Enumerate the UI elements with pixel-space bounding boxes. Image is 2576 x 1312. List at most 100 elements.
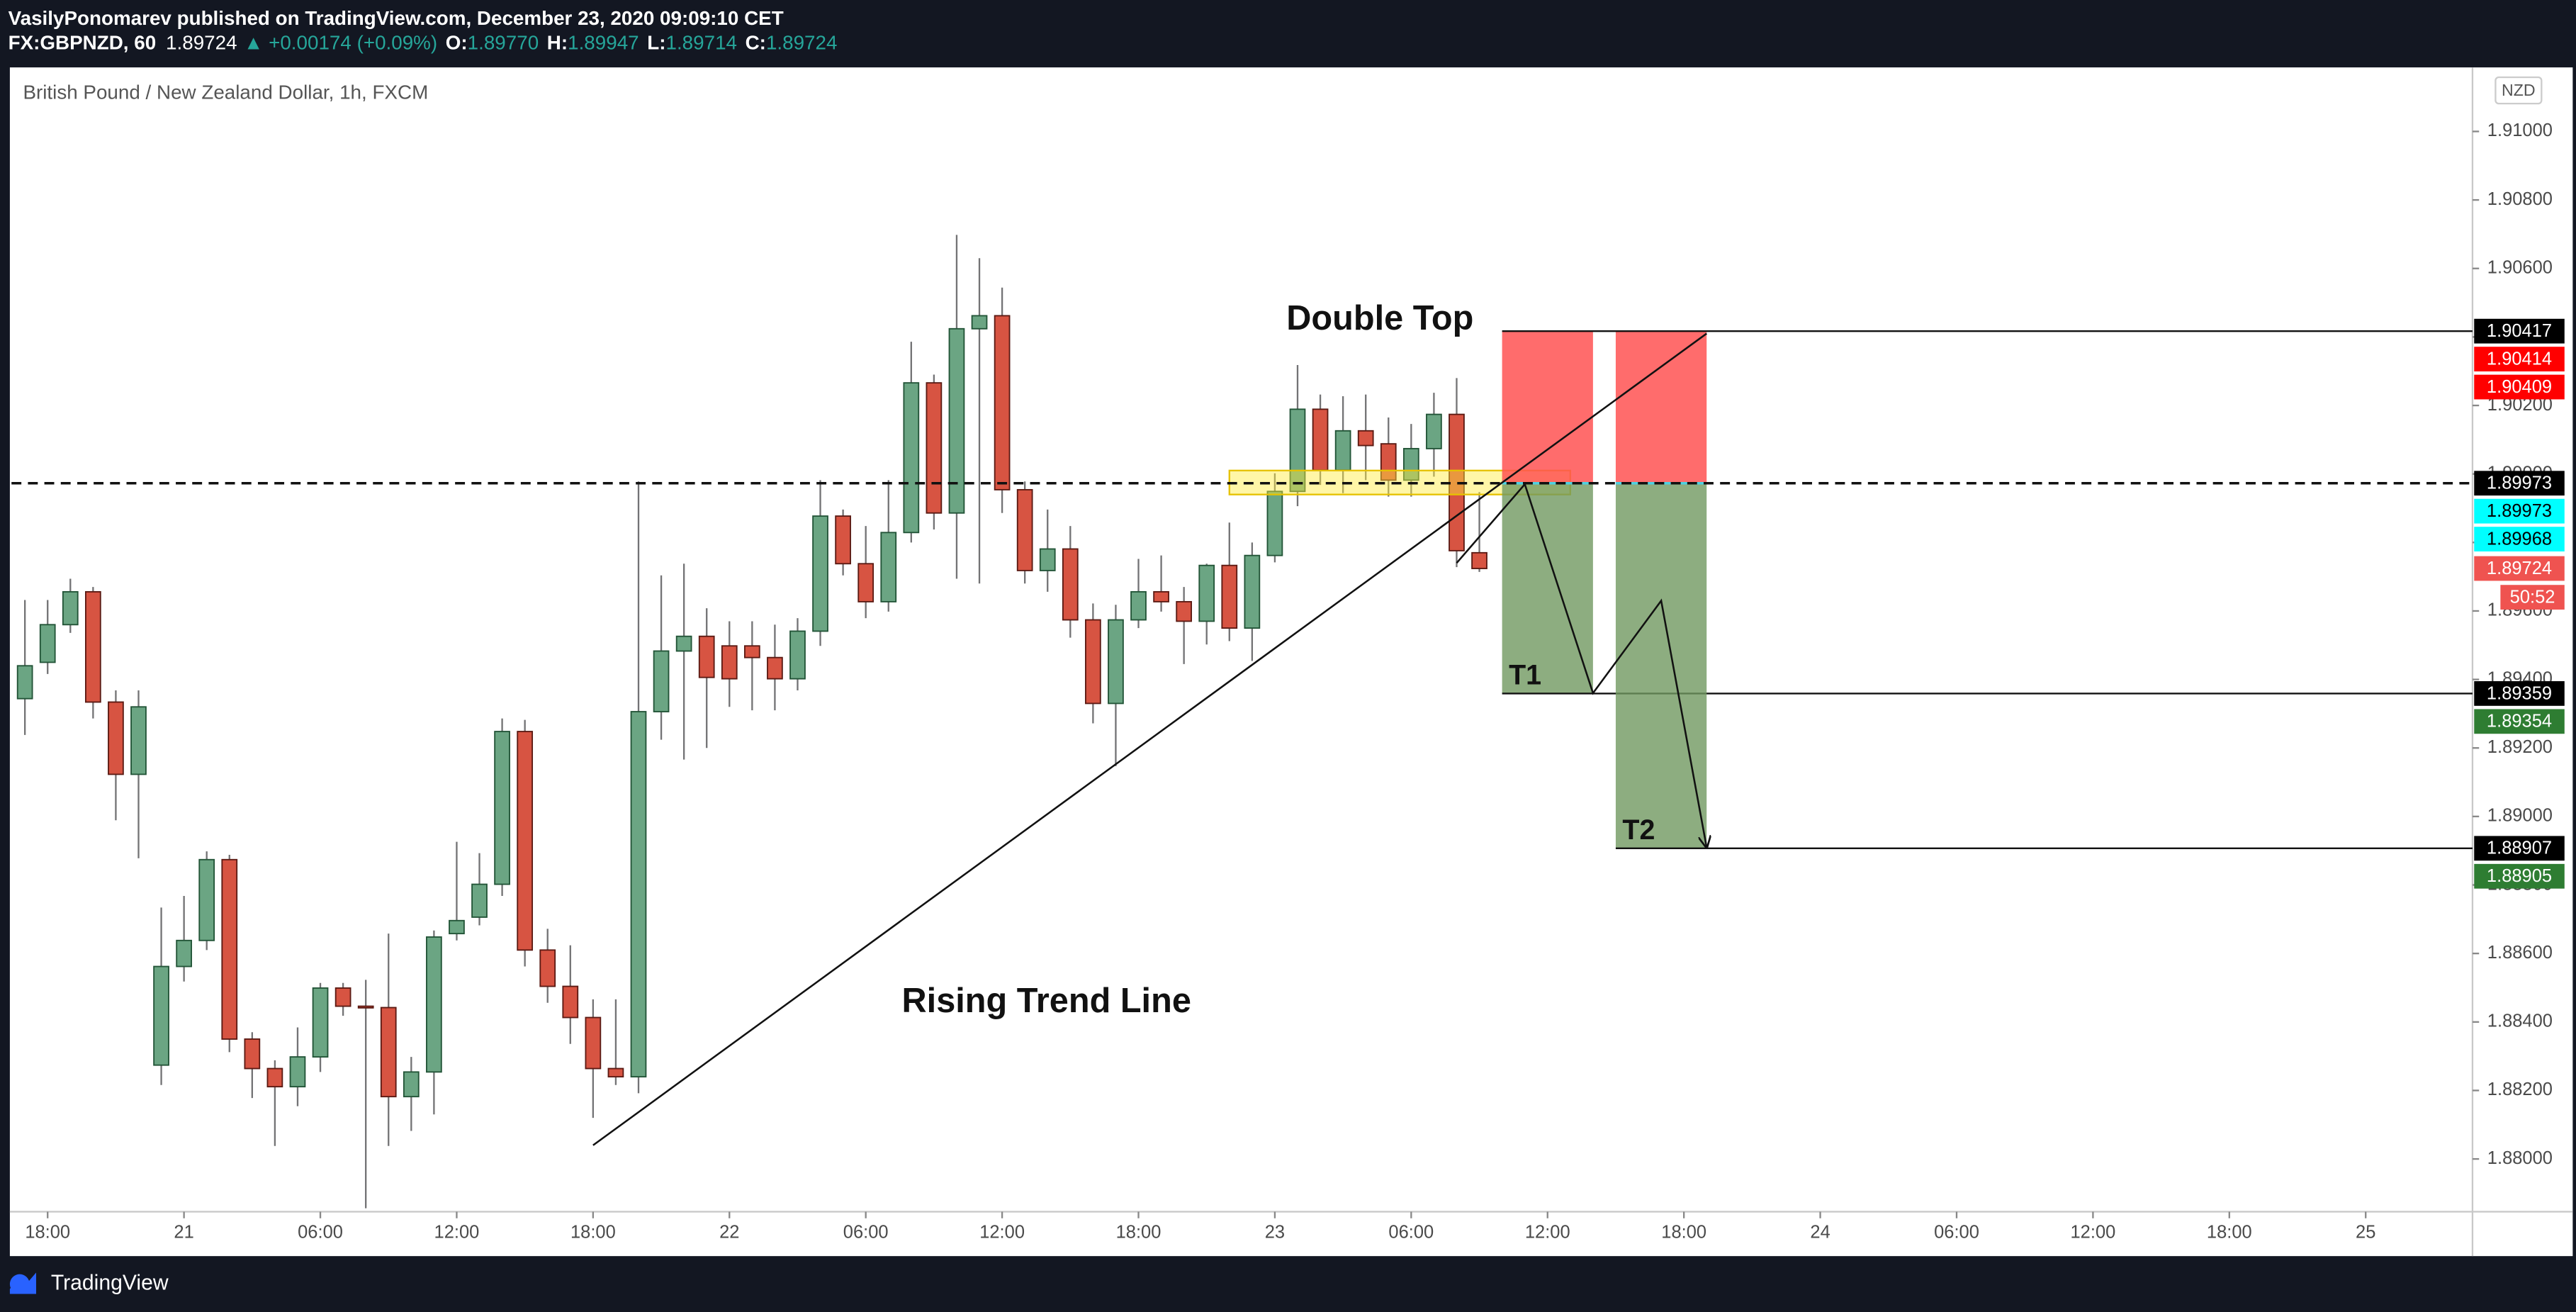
stop-box [1502,331,1593,483]
y-tick-label: 1.88400 [2487,1011,2553,1031]
candle-body [449,919,465,935]
candle-body [1221,564,1238,629]
y-tick-label: 1.90800 [2487,189,2553,209]
candle-body [494,731,510,885]
x-tick-label: 12:00 [434,1222,480,1242]
ohlc-value: 1.89770 [468,32,539,54]
target-label: T1 [1509,660,1541,691]
annotation: Rising Trend Line [902,982,1191,1020]
candle-body [176,939,192,968]
symbol: FX:GBPNZD, 60 [9,32,157,54]
candle-body [767,656,783,680]
candle-body [539,949,556,987]
candle-body [675,635,692,652]
candle-body [698,635,715,678]
ohlc-key: O: [446,32,468,54]
candle-body [334,987,351,1007]
x-tick-label: 24 [1810,1222,1830,1242]
candle-body [1062,548,1079,621]
y-tick-label: 1.88200 [2487,1080,2553,1099]
candle-body [630,711,647,1078]
candle-body [1471,551,1487,569]
candle-body [1312,408,1329,471]
target-box [1615,483,1707,848]
candle-body [1402,447,1419,481]
x-tick-label: 18:00 [570,1222,616,1242]
candle-body [903,382,920,534]
candle-body [1039,548,1056,571]
candle-body [607,1067,624,1078]
byline: VasilyPonomarev published on TradingView… [9,7,784,29]
price-label: 1.89724 [2487,559,2552,578]
candle-body [153,965,169,1066]
candle-body [130,706,147,775]
price-label: 1.89973 [2487,473,2552,493]
price-label-box [2474,498,2565,524]
candle-body [1176,600,1193,622]
candle-body [1198,564,1215,622]
price-label: 1.90414 [2487,349,2552,369]
footer-brand: TradingView [51,1272,169,1295]
x-tick-label: 18:00 [1661,1222,1706,1242]
candle-body [812,515,828,632]
y-tick-label: 1.88600 [2487,943,2553,963]
ohlc-key: C: [746,32,766,54]
candle-body [653,650,670,712]
stop-box [1615,331,1707,483]
x-tick-label: 12:00 [1525,1222,1570,1242]
candle-body [1357,430,1374,447]
x-tick-label: 06:00 [843,1222,889,1242]
candle-body [16,665,33,700]
x-tick-label: 12:00 [2071,1222,2116,1242]
price-label-box [2474,374,2565,400]
x-tick-label: 18:00 [1116,1222,1162,1242]
candle-body [721,645,738,680]
y-tick-label: 1.91000 [2487,120,2553,140]
y-tick-label: 1.89200 [2487,737,2553,757]
currency-box[interactable] [2495,76,2543,105]
candle-body [62,590,79,626]
price-label: 1.89354 [2487,712,2552,731]
y-tick-label: 1.88000 [2487,1148,2553,1168]
footer-logo [9,1272,37,1294]
x-tick-label: 18:00 [25,1222,70,1242]
ohlc-value: 1.89947 [568,32,639,54]
price-label: 1.89359 [2487,683,2552,703]
price-label-box [2474,347,2565,372]
countdown-box [2500,585,2565,610]
candle-body [517,731,534,951]
candle-body [948,327,965,514]
ohlc: O:1.89770 H:1.89947 L:1.89714 C:1.89724 [446,32,838,54]
currency: NZD [2502,81,2536,99]
candle-body [789,630,806,680]
candle-body [835,515,851,565]
plot: 1.880001.882001.884001.886001.888001.890… [16,120,2553,1242]
candle-body [426,936,442,1073]
ohlc-value: 1.89724 [766,32,838,54]
price-label: 1.88905 [2487,866,2552,886]
candle-body [198,858,215,941]
candle-body [880,532,897,602]
price-label: 1.89973 [2487,501,2552,521]
chart-legend: British Pound / New Zealand Dollar, 1h, … [23,82,428,103]
candle-body [1426,413,1442,449]
candle-body [1016,488,1033,571]
x-tick-label: 23 [1265,1222,1285,1242]
x-tick-label: 18:00 [2207,1222,2252,1242]
candle-body [84,590,101,703]
target-box [1502,483,1593,694]
price-label-box [2474,681,2565,706]
candle-body [585,1016,602,1070]
candle-body [1244,554,1261,629]
candle-body [244,1038,261,1070]
price-label-box [2474,836,2565,861]
x-tick-label: 06:00 [298,1222,343,1242]
candle-body [221,858,238,1040]
symbol-line: FX:GBPNZD, 60 1.89724 ▲ +0.00174 (+0.09%) O… [9,32,838,54]
candle-body [108,701,124,775]
x-tick-label: 21 [174,1222,193,1242]
candle-body [1266,490,1283,556]
x-tick-label: 22 [719,1222,739,1242]
countdown: 50:52 [2510,588,2555,607]
